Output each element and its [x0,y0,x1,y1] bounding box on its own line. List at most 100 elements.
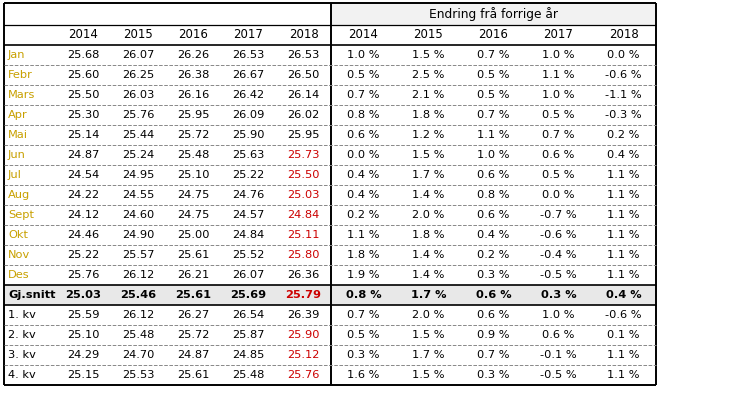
Text: 1.1 %: 1.1 % [607,270,640,280]
Text: 0.5 %: 0.5 % [542,110,574,120]
Text: 1.1 %: 1.1 % [607,230,640,240]
Text: 0.2 %: 0.2 % [607,130,640,140]
Text: 24.22: 24.22 [67,190,100,200]
Text: 0.6 %: 0.6 % [477,170,509,180]
Text: 24.84: 24.84 [288,210,320,220]
Text: 0.4 %: 0.4 % [477,230,509,240]
Text: 1.1 %: 1.1 % [607,190,640,200]
Text: 0.7 %: 0.7 % [348,90,380,100]
Text: 26.07: 26.07 [122,50,155,60]
Text: 25.52: 25.52 [232,250,264,260]
Text: 25.59: 25.59 [67,310,100,320]
Text: 24.46: 24.46 [67,230,100,240]
Text: 1.0 %: 1.0 % [348,50,380,60]
Text: 0.6 %: 0.6 % [542,150,574,160]
Text: 1.5 %: 1.5 % [412,330,445,340]
Text: Jul: Jul [8,170,22,180]
Text: -0.3 %: -0.3 % [605,110,642,120]
Text: 0.7 %: 0.7 % [477,350,510,360]
Text: 25.22: 25.22 [232,170,264,180]
Text: 0.5 %: 0.5 % [477,90,510,100]
Text: Apr: Apr [8,110,28,120]
Text: 26.09: 26.09 [232,110,264,120]
Text: 25.79: 25.79 [285,290,321,300]
Text: 0.6 %: 0.6 % [477,310,509,320]
Text: 0.7 %: 0.7 % [542,130,574,140]
Text: 26.26: 26.26 [178,50,210,60]
Text: 24.87: 24.87 [178,350,210,360]
Text: 0.9 %: 0.9 % [477,330,510,340]
Text: 24.60: 24.60 [122,210,154,220]
Text: 1.1 %: 1.1 % [607,350,640,360]
Text: 1.0 %: 1.0 % [542,90,574,100]
Text: 25.30: 25.30 [67,110,100,120]
Text: 25.14: 25.14 [67,130,100,140]
Text: 2014: 2014 [69,28,98,41]
Text: 25.48: 25.48 [232,370,264,380]
Text: 1.5 %: 1.5 % [412,370,445,380]
Text: 1.9 %: 1.9 % [348,270,380,280]
Text: 25.03: 25.03 [288,190,320,200]
Text: 25.24: 25.24 [122,150,154,160]
Text: -0.6 %: -0.6 % [605,310,642,320]
Text: 24.29: 24.29 [67,350,100,360]
Text: 0.7 %: 0.7 % [477,50,510,60]
Text: 25.57: 25.57 [122,250,155,260]
Text: 25.90: 25.90 [232,130,264,140]
Text: 0.0 %: 0.0 % [542,190,574,200]
Text: 25.48: 25.48 [178,150,210,160]
Text: 25.95: 25.95 [178,110,210,120]
Text: 2.5 %: 2.5 % [412,70,445,80]
Text: 25.44: 25.44 [122,130,154,140]
Text: 26.12: 26.12 [122,270,154,280]
Text: 2.1 %: 2.1 % [412,90,445,100]
Text: 25.90: 25.90 [288,330,320,340]
Text: 0.8 %: 0.8 % [348,110,380,120]
Text: Des: Des [8,270,30,280]
Text: 25.48: 25.48 [122,330,155,340]
Text: 25.68: 25.68 [67,50,100,60]
Text: 1.1 %: 1.1 % [542,70,574,80]
Text: 24.84: 24.84 [232,230,264,240]
Text: 1.8 %: 1.8 % [412,230,445,240]
Text: 26.39: 26.39 [288,310,320,320]
Text: Jan: Jan [8,50,25,60]
Text: 25.15: 25.15 [67,370,100,380]
Bar [331,3,656,25]
Text: 0.6 %: 0.6 % [476,290,512,300]
Text: 26.27: 26.27 [178,310,210,320]
Text: Endring frå forrige år: Endring frå forrige år [429,7,558,21]
Text: 1.5 %: 1.5 % [412,150,445,160]
Text: 24.12: 24.12 [67,210,100,220]
Text: 1.0 %: 1.0 % [542,50,574,60]
Text: 1.1 %: 1.1 % [607,210,640,220]
Text: 25.76: 25.76 [67,270,100,280]
Text: 2014: 2014 [348,28,378,41]
Text: 1.8 %: 1.8 % [412,110,445,120]
Text: 0.7 %: 0.7 % [348,310,380,320]
Text: 26.38: 26.38 [178,70,210,80]
Text: 3. kv: 3. kv [8,350,36,360]
Text: 2015: 2015 [124,28,154,41]
Text: 0.8 %: 0.8 % [477,190,510,200]
Text: 24.87: 24.87 [67,150,100,160]
Text: 2017: 2017 [544,28,574,41]
Text: 26.67: 26.67 [232,70,264,80]
Text: 25.10: 25.10 [178,170,210,180]
Text: 1.0 %: 1.0 % [477,150,510,160]
Text: 2.0 %: 2.0 % [412,310,445,320]
Text: 1.7 %: 1.7 % [410,290,446,300]
Text: 4. kv: 4. kv [8,370,36,380]
Text: Okt: Okt [8,230,28,240]
Text: 25.61: 25.61 [178,250,210,260]
Text: 0.3 %: 0.3 % [541,290,576,300]
Text: 24.85: 24.85 [232,350,264,360]
Text: Mars: Mars [8,90,35,100]
Text: 26.07: 26.07 [232,270,264,280]
Text: 24.55: 24.55 [122,190,155,200]
Text: 25.53: 25.53 [122,370,155,380]
Text: Febr: Febr [8,70,33,80]
Text: 1.7 %: 1.7 % [412,170,445,180]
Text: 1.4 %: 1.4 % [412,250,445,260]
Text: 26.14: 26.14 [288,90,320,100]
